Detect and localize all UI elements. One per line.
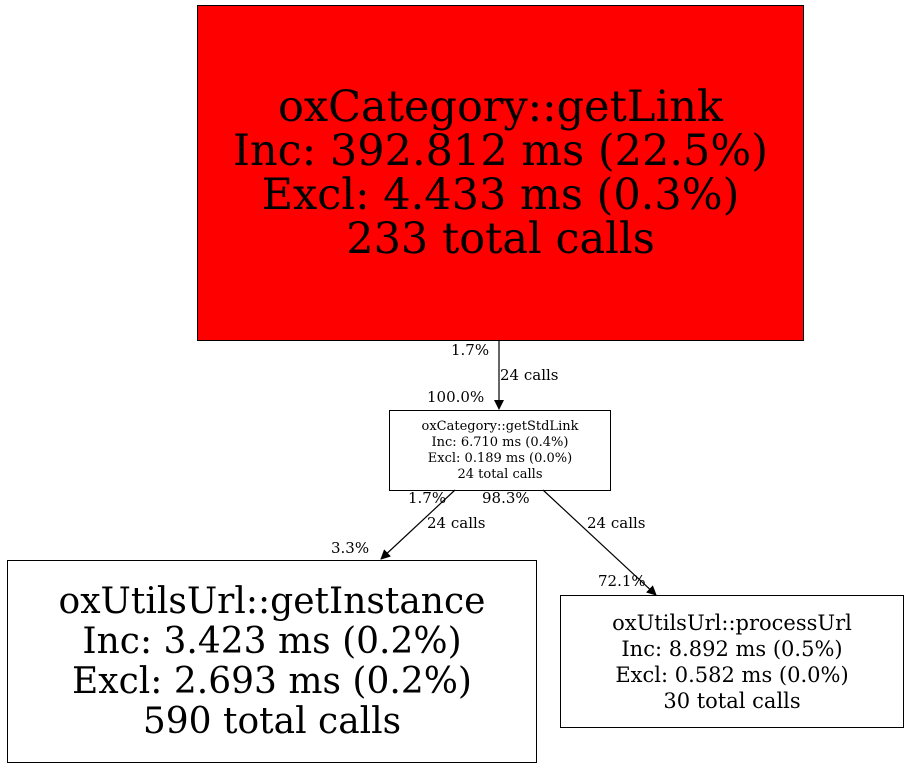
node-excl: Excl: 0.582 ms (0.0%) <box>615 662 849 687</box>
edge-calls-label: 24 calls <box>427 514 486 532</box>
edge-getstdlink-getinstance <box>380 489 456 560</box>
edge-calls-label: 24 calls <box>500 366 559 384</box>
node-inc: Inc: 392.812 ms (22.5%) <box>232 126 769 176</box>
node-getlink[interactable]: oxCategory::getLink Inc: 392.812 ms (22.… <box>197 5 804 341</box>
node-calls: 590 total calls <box>142 700 402 742</box>
edge-tail-label: 1.7% <box>408 489 447 507</box>
edge-head-label: 72.1% <box>598 572 646 590</box>
edge-tail-label: 98.3% <box>482 489 530 507</box>
node-processurl[interactable]: oxUtilsUrl::processUrl Inc: 8.892 ms (0.… <box>560 595 904 728</box>
node-excl: Excl: 4.433 ms (0.3%) <box>261 170 740 220</box>
edge-getstdlink-processurl <box>542 489 657 596</box>
node-getinstance[interactable]: oxUtilsUrl::getInstance Inc: 3.423 ms (0… <box>7 560 537 763</box>
node-inc: Inc: 6.710 ms (0.4%) <box>431 434 569 450</box>
edge-calls-label: 24 calls <box>587 514 646 532</box>
node-calls: 24 total calls <box>457 466 543 482</box>
node-name: oxCategory::getLink <box>278 82 723 132</box>
node-excl: Excl: 0.189 ms (0.0%) <box>427 450 573 466</box>
node-getstdlink[interactable]: oxCategory::getStdLink Inc: 6.710 ms (0.… <box>389 410 611 491</box>
node-calls: 233 total calls <box>346 214 655 264</box>
node-name: oxCategory::getStdLink <box>421 418 579 434</box>
edge-head-label: 3.3% <box>331 539 370 557</box>
edge-tail-label: 1.7% <box>451 341 490 359</box>
node-inc: Inc: 8.892 ms (0.5%) <box>621 636 843 661</box>
node-calls: 30 total calls <box>663 688 801 713</box>
edge-head-label: 100.0% <box>427 388 485 406</box>
node-excl: Excl: 2.693 ms (0.2%) <box>72 660 472 702</box>
node-inc: Inc: 3.423 ms (0.2%) <box>82 620 462 662</box>
node-name: oxUtilsUrl::getInstance <box>58 580 486 622</box>
node-name: oxUtilsUrl::processUrl <box>612 610 852 635</box>
